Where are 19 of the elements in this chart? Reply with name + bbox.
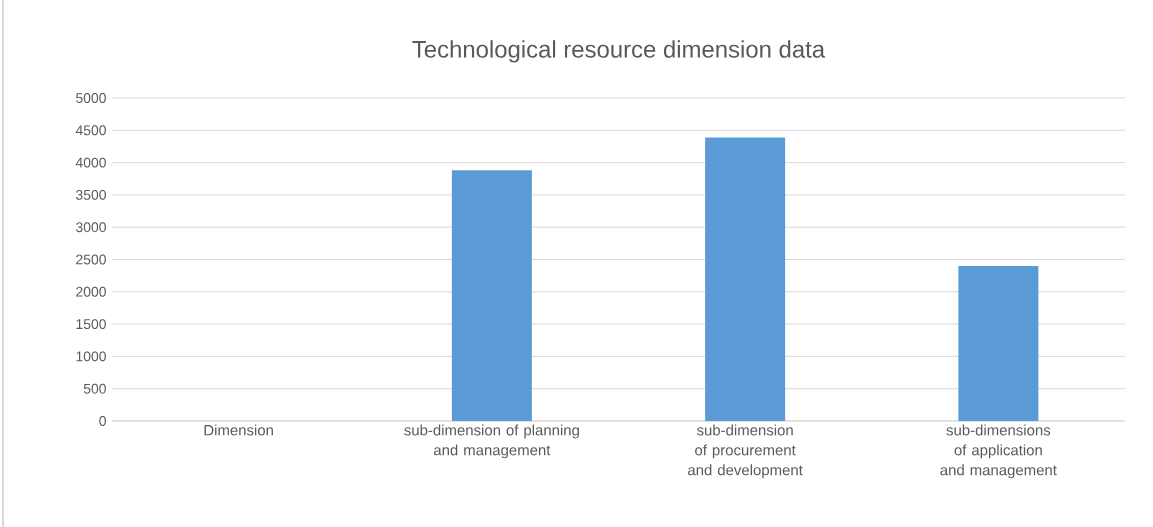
bar [705,137,786,421]
y-tick-label: 2500 [76,254,106,265]
x-tick-label: sub-dimension of procurement and development [688,424,803,479]
y-tick-label: 2000 [76,286,106,297]
y-tick-label: 0 [99,416,106,426]
bar [451,170,532,421]
y-tick-label: 1000 [76,351,106,362]
x-tick-label: Dimension [204,424,273,436]
y-tick-label: 4000 [75,157,106,168]
x-tick-label: sub-dimensions of application and management [940,424,1057,479]
x-tick-label: sub-dimension of planning and management [404,424,579,459]
y-tick-label: 3000 [75,222,106,233]
bar [958,265,1039,421]
y-tick-label: 500 [83,383,106,394]
y-tick-label: 1500 [76,319,106,330]
y-tick-label: 5000 [76,93,106,103]
y-tick-label: 4500 [75,125,106,136]
chart-title: Technological resource dimension data [412,40,826,63]
y-tick-label: 3500 [75,189,106,200]
